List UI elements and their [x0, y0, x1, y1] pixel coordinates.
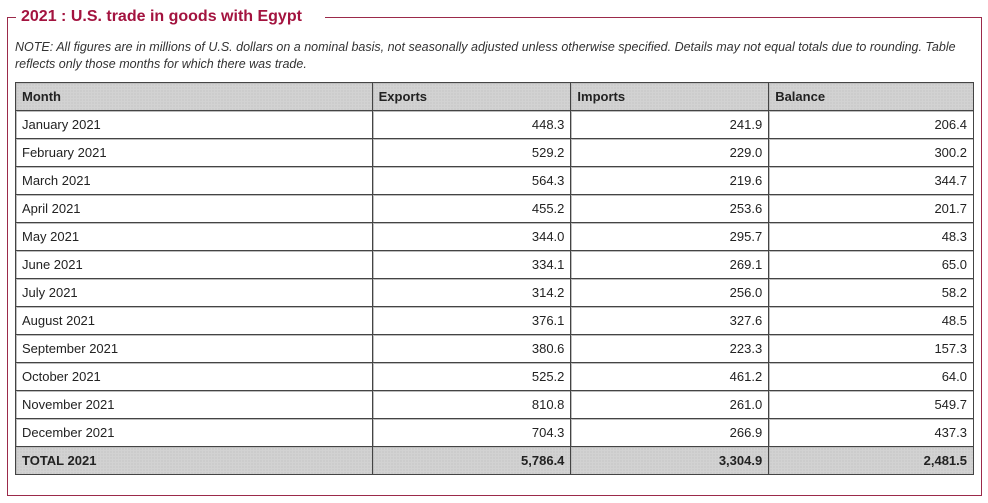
cell-exports: 564.3	[371, 166, 572, 195]
cell-exports: 810.8	[371, 390, 572, 419]
cell-exports: 704.3	[371, 418, 572, 447]
cell-month: April 2021	[15, 194, 373, 223]
cell-month: July 2021	[15, 278, 373, 307]
cell-imports: 266.9	[570, 418, 770, 447]
cell-balance: 58.2	[768, 278, 974, 307]
table-row: October 2021 525.2 461.2 64.0	[15, 362, 974, 391]
frame-border-right	[981, 17, 982, 496]
column-header-imports: Imports	[570, 82, 770, 111]
cell-month: October 2021	[15, 362, 373, 391]
table-row: January 2021 448.3 241.9 206.4	[15, 110, 974, 139]
frame-border-top-right	[325, 17, 982, 18]
cell-imports: 223.3	[570, 334, 770, 363]
cell-balance: 64.0	[768, 362, 974, 391]
cell-exports: 380.6	[371, 334, 572, 363]
table-row: December 2021 704.3 266.9 437.3	[15, 418, 974, 447]
cell-balance: 300.2	[768, 138, 974, 167]
note-text: NOTE: All figures are in millions of U.S…	[15, 40, 956, 71]
cell-exports: 376.1	[371, 306, 572, 335]
cell-imports: 461.2	[570, 362, 770, 391]
frame-border-bottom	[7, 495, 982, 496]
section-title: 2021 : U.S. trade in goods with Egypt	[21, 8, 302, 25]
table-row: September 2021 380.6 223.3 157.3	[15, 334, 974, 363]
cell-month: August 2021	[15, 306, 373, 335]
cell-imports: 295.7	[570, 222, 770, 251]
cell-imports: 253.6	[570, 194, 770, 223]
trade-table: Month Exports Imports Balance January 20…	[15, 82, 974, 475]
cell-balance: 549.7	[768, 390, 974, 419]
cell-balance: 437.3	[768, 418, 974, 447]
cell-month: November 2021	[15, 390, 373, 419]
table-row: April 2021 455.2 253.6 201.7	[15, 194, 974, 223]
cell-balance: 48.5	[768, 306, 974, 335]
table-row: August 2021 376.1 327.6 48.5	[15, 306, 974, 335]
total-exports: 5,786.4	[371, 446, 572, 475]
table-row: July 2021 314.2 256.0 58.2	[15, 278, 974, 307]
cell-month: January 2021	[15, 110, 373, 139]
cell-exports: 448.3	[371, 110, 572, 139]
cell-balance: 344.7	[768, 166, 974, 195]
column-header-balance: Balance	[768, 82, 974, 111]
cell-imports: 229.0	[570, 138, 770, 167]
total-label: TOTAL 2021	[15, 446, 373, 475]
total-imports: 3,304.9	[570, 446, 770, 475]
frame-border-top-left	[7, 17, 16, 18]
frame-border-left	[7, 17, 8, 496]
table-row: February 2021 529.2 229.0 300.2	[15, 138, 974, 167]
total-balance: 2,481.5	[768, 446, 974, 475]
cell-imports: 219.6	[570, 166, 770, 195]
cell-exports: 314.2	[371, 278, 572, 307]
cell-month: May 2021	[15, 222, 373, 251]
cell-imports: 327.6	[570, 306, 770, 335]
column-header-exports: Exports	[371, 82, 572, 111]
cell-balance: 65.0	[768, 250, 974, 279]
table-row: May 2021 344.0 295.7 48.3	[15, 222, 974, 251]
cell-imports: 241.9	[570, 110, 770, 139]
cell-balance: 48.3	[768, 222, 974, 251]
cell-imports: 256.0	[570, 278, 770, 307]
cell-balance: 201.7	[768, 194, 974, 223]
cell-exports: 455.2	[371, 194, 572, 223]
cell-month: June 2021	[15, 250, 373, 279]
table-row: November 2021 810.8 261.0 549.7	[15, 390, 974, 419]
table-header-row: Month Exports Imports Balance	[15, 82, 974, 111]
cell-month: September 2021	[15, 334, 373, 363]
cell-month: December 2021	[15, 418, 373, 447]
cell-exports: 529.2	[371, 138, 572, 167]
cell-exports: 334.1	[371, 250, 572, 279]
cell-month: March 2021	[15, 166, 373, 195]
cell-imports: 269.1	[570, 250, 770, 279]
table-total-row: TOTAL 2021 5,786.4 3,304.9 2,481.5	[15, 446, 974, 475]
cell-exports: 344.0	[371, 222, 572, 251]
table-row: June 2021 334.1 269.1 65.0	[15, 250, 974, 279]
cell-imports: 261.0	[570, 390, 770, 419]
cell-balance: 206.4	[768, 110, 974, 139]
column-header-month: Month	[15, 82, 373, 111]
table-row: March 2021 564.3 219.6 344.7	[15, 166, 974, 195]
cell-month: February 2021	[15, 138, 373, 167]
cell-balance: 157.3	[768, 334, 974, 363]
cell-exports: 525.2	[371, 362, 572, 391]
